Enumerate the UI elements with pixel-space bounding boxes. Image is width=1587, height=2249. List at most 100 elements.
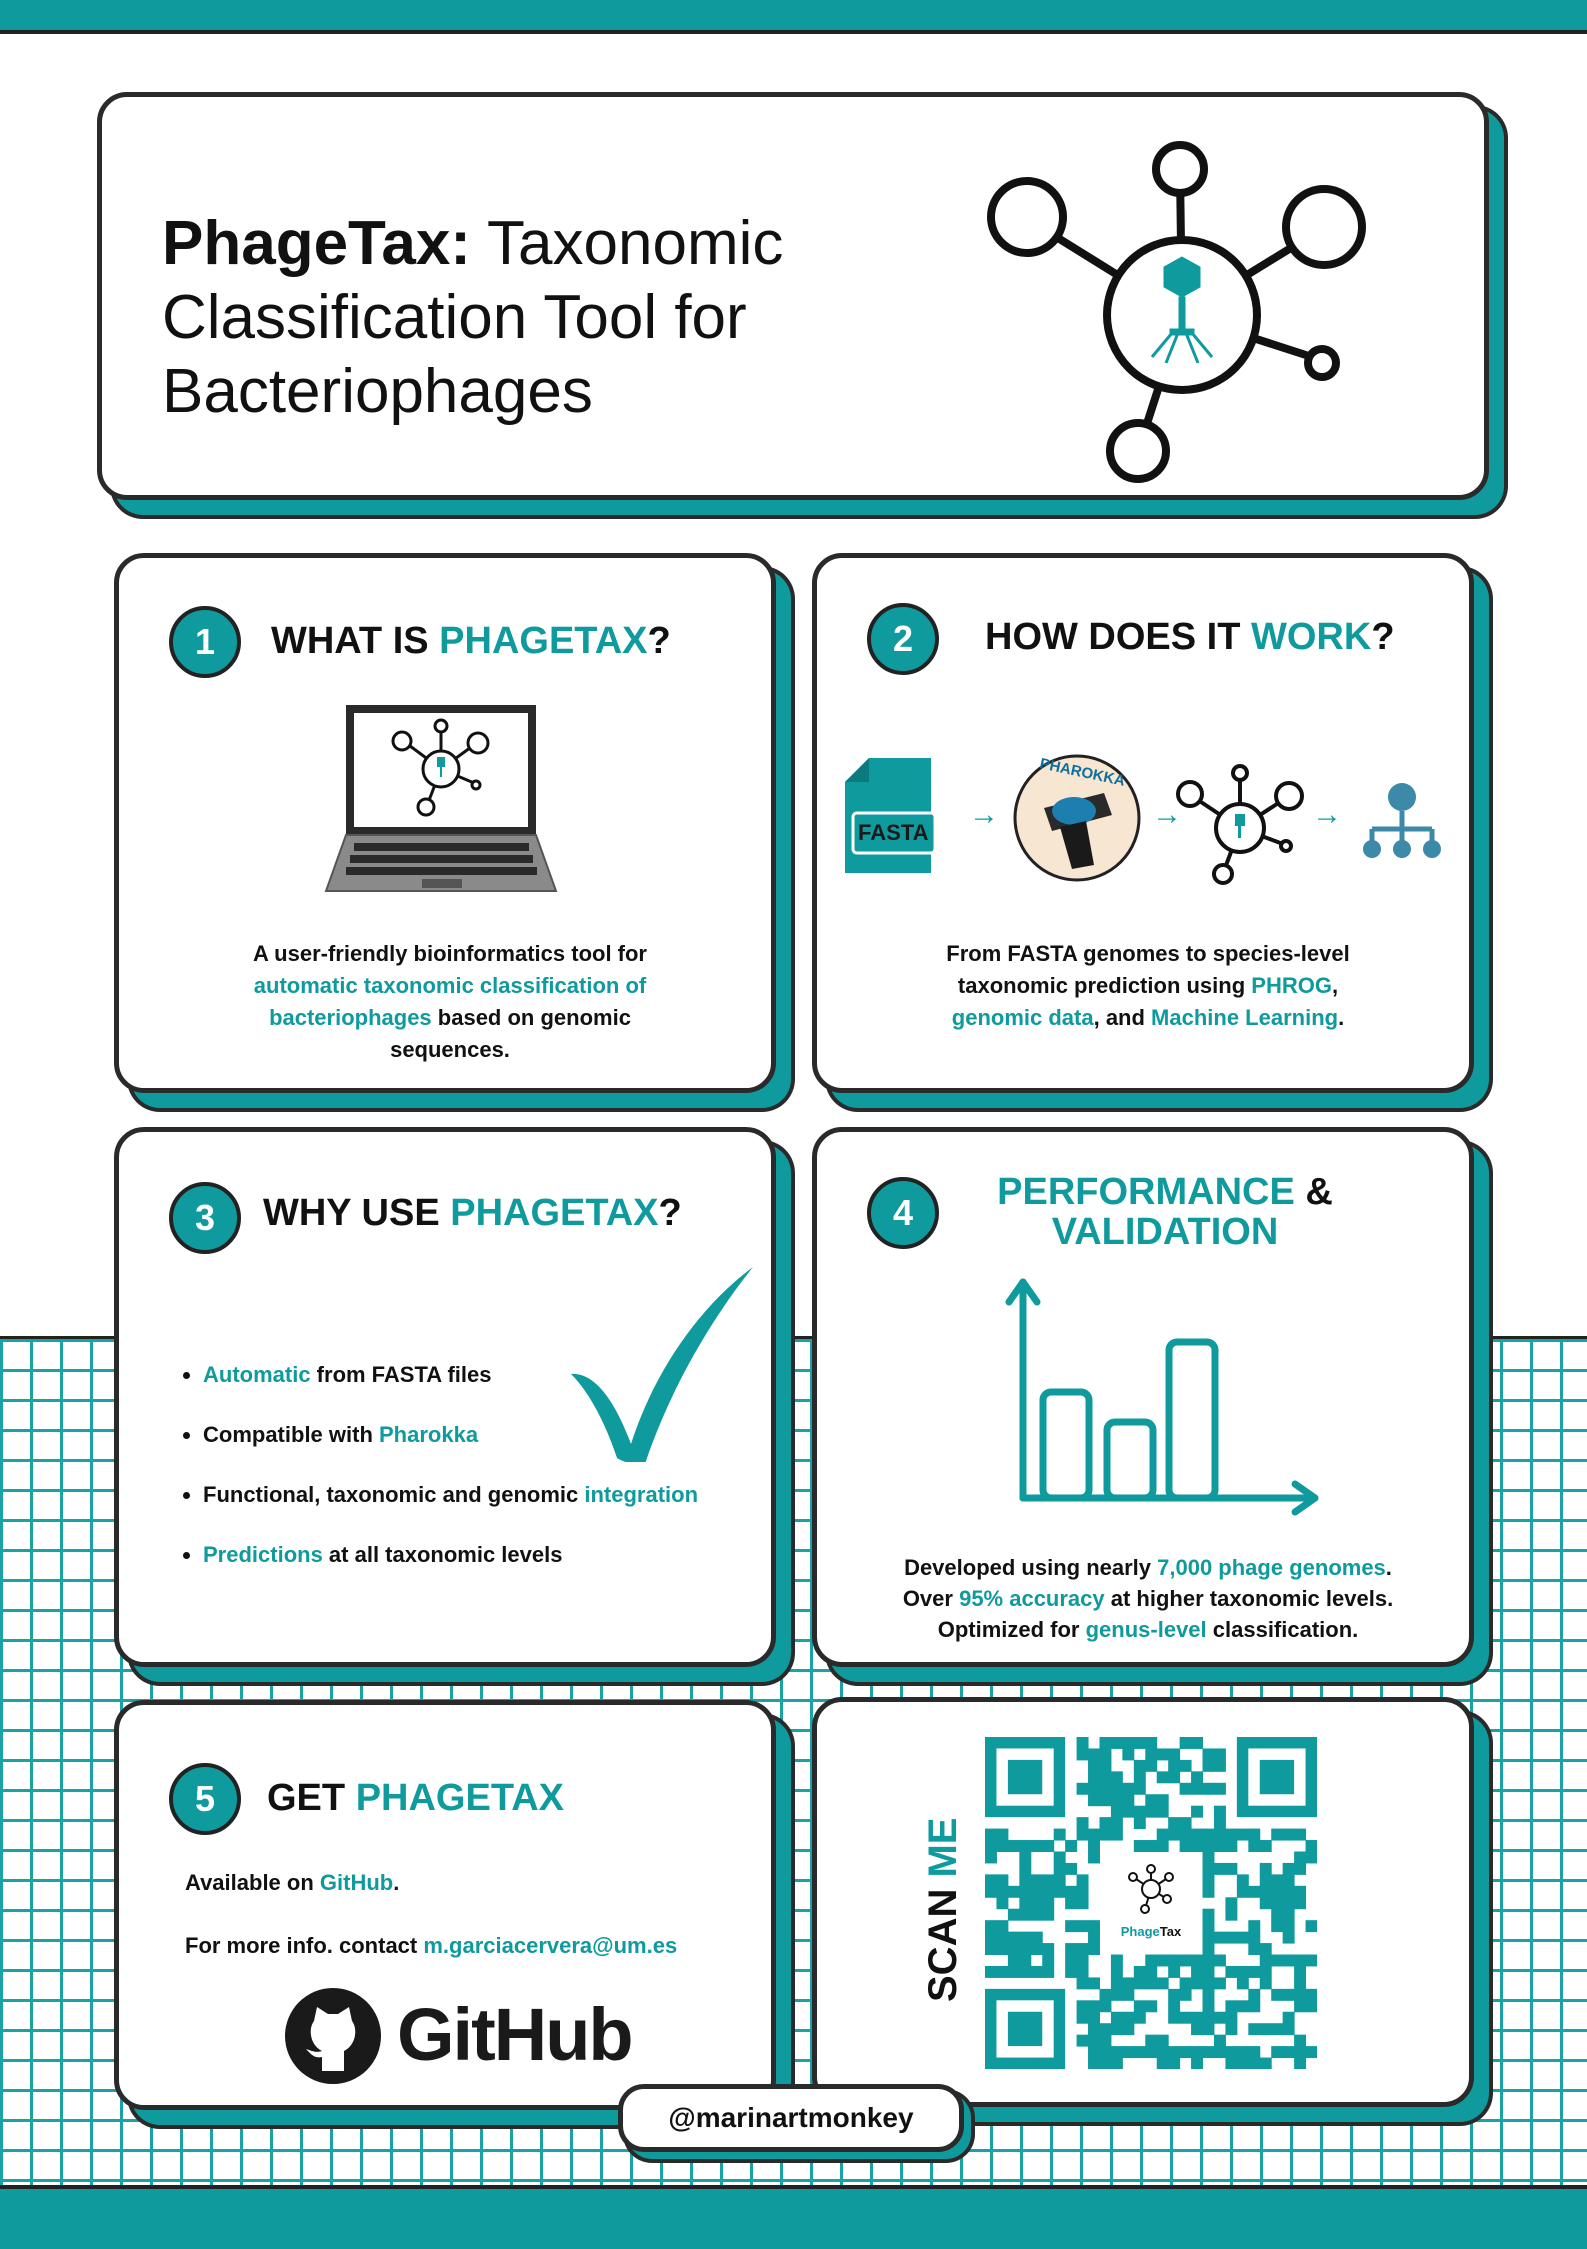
section-4-body: Developed using nearly 7,000 phage genom… — [837, 1552, 1459, 1645]
section-why-use: 3 WHY USE PHAGETAX? Automatic from FASTA… — [114, 1127, 776, 1667]
title-line3: Bacteriophages — [162, 357, 593, 426]
chart-bar — [1039, 1388, 1093, 1502]
phage-network-icon — [1176, 764, 1304, 885]
fasta-label: FASTA — [858, 820, 929, 845]
body-line: . — [393, 1870, 400, 1895]
body-line: Optimized for — [937, 1617, 1086, 1642]
section-number-3: 3 — [169, 1182, 241, 1254]
chart-bar — [1103, 1418, 1157, 1502]
body-accent: PHROG — [1251, 973, 1332, 998]
body-line: For more info. contact — [185, 1933, 424, 1958]
heading-accent: PHAGETAX — [439, 620, 648, 662]
github-link[interactable]: GitHub — [319, 1870, 394, 1895]
section-1-heading: WHAT IS PHAGETAX? — [271, 620, 671, 663]
github-logo — [285, 1988, 381, 2084]
section-3-heading: WHY USE PHAGETAX? — [263, 1192, 682, 1235]
heading-end: ? — [647, 620, 671, 662]
title-bold: PhageTax: — [162, 209, 471, 278]
section-2-heading: HOW DOES IT WORK? — [985, 616, 1395, 659]
page-title: PhageTax: Taxonomic Classification Tool … — [162, 207, 783, 429]
checkmark-icon — [571, 1267, 753, 1462]
bullet-accent: integration — [584, 1482, 699, 1507]
scan-accent: ME — [921, 1817, 965, 1878]
body-accent: 7,000 phage genomes — [1157, 1555, 1386, 1580]
bullet-text: Functional, taxonomic and genomic — [203, 1482, 585, 1507]
hero-card: PhageTax: Taxonomic Classification Tool … — [97, 92, 1489, 500]
qr-center-label: PhageTax — [1101, 1924, 1201, 1939]
email-link[interactable]: m.garciacervera@um.es — [423, 1933, 678, 1958]
heading-accent: VALIDATION — [1051, 1211, 1279, 1253]
body-line: Over — [902, 1586, 960, 1611]
scan-text: SCAN — [921, 1877, 965, 2002]
qr-finder — [985, 1737, 1066, 1818]
heading-accent: PHAGETAX — [355, 1777, 565, 1819]
body-accent: 95% accuracy — [959, 1586, 1105, 1611]
list-item: Functional, taxonomic and genomic integr… — [203, 1482, 698, 1508]
heading-text: & — [1294, 1171, 1333, 1213]
section-performance: 4 PERFORMANCE & VALIDATION Developed usi… — [812, 1127, 1474, 1667]
phage-network-icon — [987, 141, 1366, 483]
heading-text: WHY USE — [263, 1192, 451, 1234]
section-get-phagetax: 5 GET PHAGETAX Available on GitHub. For … — [114, 1700, 776, 2110]
bullet-text: at all taxonomic levels — [322, 1542, 563, 1567]
list-item: Compatible with Pharokka — [203, 1422, 698, 1448]
list-item: Predictions at all taxonomic levels — [203, 1542, 698, 1568]
title-line2: Classification Tool for — [162, 283, 747, 352]
heading-accent: WORK — [1251, 616, 1372, 658]
qr-finder — [1236, 1737, 1317, 1818]
body-line: . — [1338, 1005, 1345, 1030]
section-5-heading: GET PHAGETAX — [267, 1777, 564, 1820]
github-wordmark: GitHub — [397, 1993, 634, 2076]
body-line: taxonomic prediction using — [957, 973, 1252, 998]
bullet-text: Compatible with — [203, 1422, 379, 1447]
section-how-it-works: 2 HOW DOES IT WORK? FASTA → PHAROKKA → → — [812, 553, 1474, 1093]
body-line: , and — [1093, 1005, 1152, 1030]
body-line: at higher taxonomic levels. — [1104, 1586, 1394, 1611]
section-1-body: A user-friendly bioinformatics tool for … — [159, 938, 741, 1066]
title-line1: Taxonomic — [470, 209, 784, 278]
qr-code[interactable] — [985, 1737, 1317, 2069]
availability-text: Available on GitHub. — [185, 1870, 399, 1896]
benefits-list: Automatic from FASTA files Compatible wi… — [177, 1362, 698, 1602]
bottom-bar — [0, 2185, 1587, 2249]
arrow-icon: → — [1312, 798, 1342, 831]
arrow-icon: → — [969, 798, 999, 831]
section-number-4: 4 — [867, 1177, 939, 1249]
qr-label-accent: Phage — [1120, 1924, 1160, 1939]
bullet-accent: Automatic — [203, 1362, 311, 1387]
qr-card: SCAN ME PhageTax — [812, 1697, 1474, 2107]
section-4-heading: PERFORMANCE & VALIDATION — [995, 1172, 1335, 1252]
body-accent: genomic data — [951, 1005, 1094, 1030]
bullet-text: from FASTA files — [310, 1362, 492, 1387]
arrow-icon: → — [1152, 798, 1182, 831]
body-line: A user-friendly bioinformatics tool for — [253, 941, 647, 966]
section-2-body: From FASTA genomes to species-level taxo… — [847, 938, 1449, 1034]
contact-text: For more info. contact m.garciacervera@u… — [185, 1933, 677, 1959]
heading-text: GET — [267, 1777, 356, 1819]
body-accent: Machine Learning — [1151, 1005, 1339, 1030]
laptop-icon — [324, 705, 558, 892]
tree-icon — [1363, 783, 1441, 858]
top-bar — [0, 0, 1587, 34]
scan-me-label: SCAN ME — [921, 1818, 966, 2002]
bar-chart-icon — [1005, 1278, 1319, 1516]
body-line: classification. — [1206, 1617, 1359, 1642]
heading-end: ? — [658, 1192, 682, 1234]
heading-accent: PERFORMANCE — [997, 1171, 1295, 1213]
bullet-accent: Predictions — [203, 1542, 323, 1567]
chart-bar — [1165, 1338, 1219, 1502]
section-what-is: 1 WHAT IS PHAGETAX? A user-friendly bioi… — [114, 553, 776, 1093]
section-number-2: 2 — [867, 603, 939, 675]
body-line: Developed using nearly — [904, 1555, 1158, 1580]
body-line: Available on — [185, 1870, 320, 1895]
body-line: From FASTA genomes to species-level — [946, 941, 1350, 966]
qr-label-text: Tax — [1159, 1924, 1182, 1939]
body-accent: automatic taxonomic classification of — [253, 973, 647, 998]
author-handle: @marinartmonkey — [618, 2084, 964, 2152]
body-line: , — [1331, 973, 1339, 998]
list-item: Automatic from FASTA files — [203, 1362, 698, 1388]
heading-end: ? — [1371, 616, 1395, 658]
heading-text: WHAT IS — [271, 620, 440, 662]
heading-accent: PHAGETAX — [450, 1192, 659, 1234]
body-line: sequences. — [390, 1037, 510, 1062]
